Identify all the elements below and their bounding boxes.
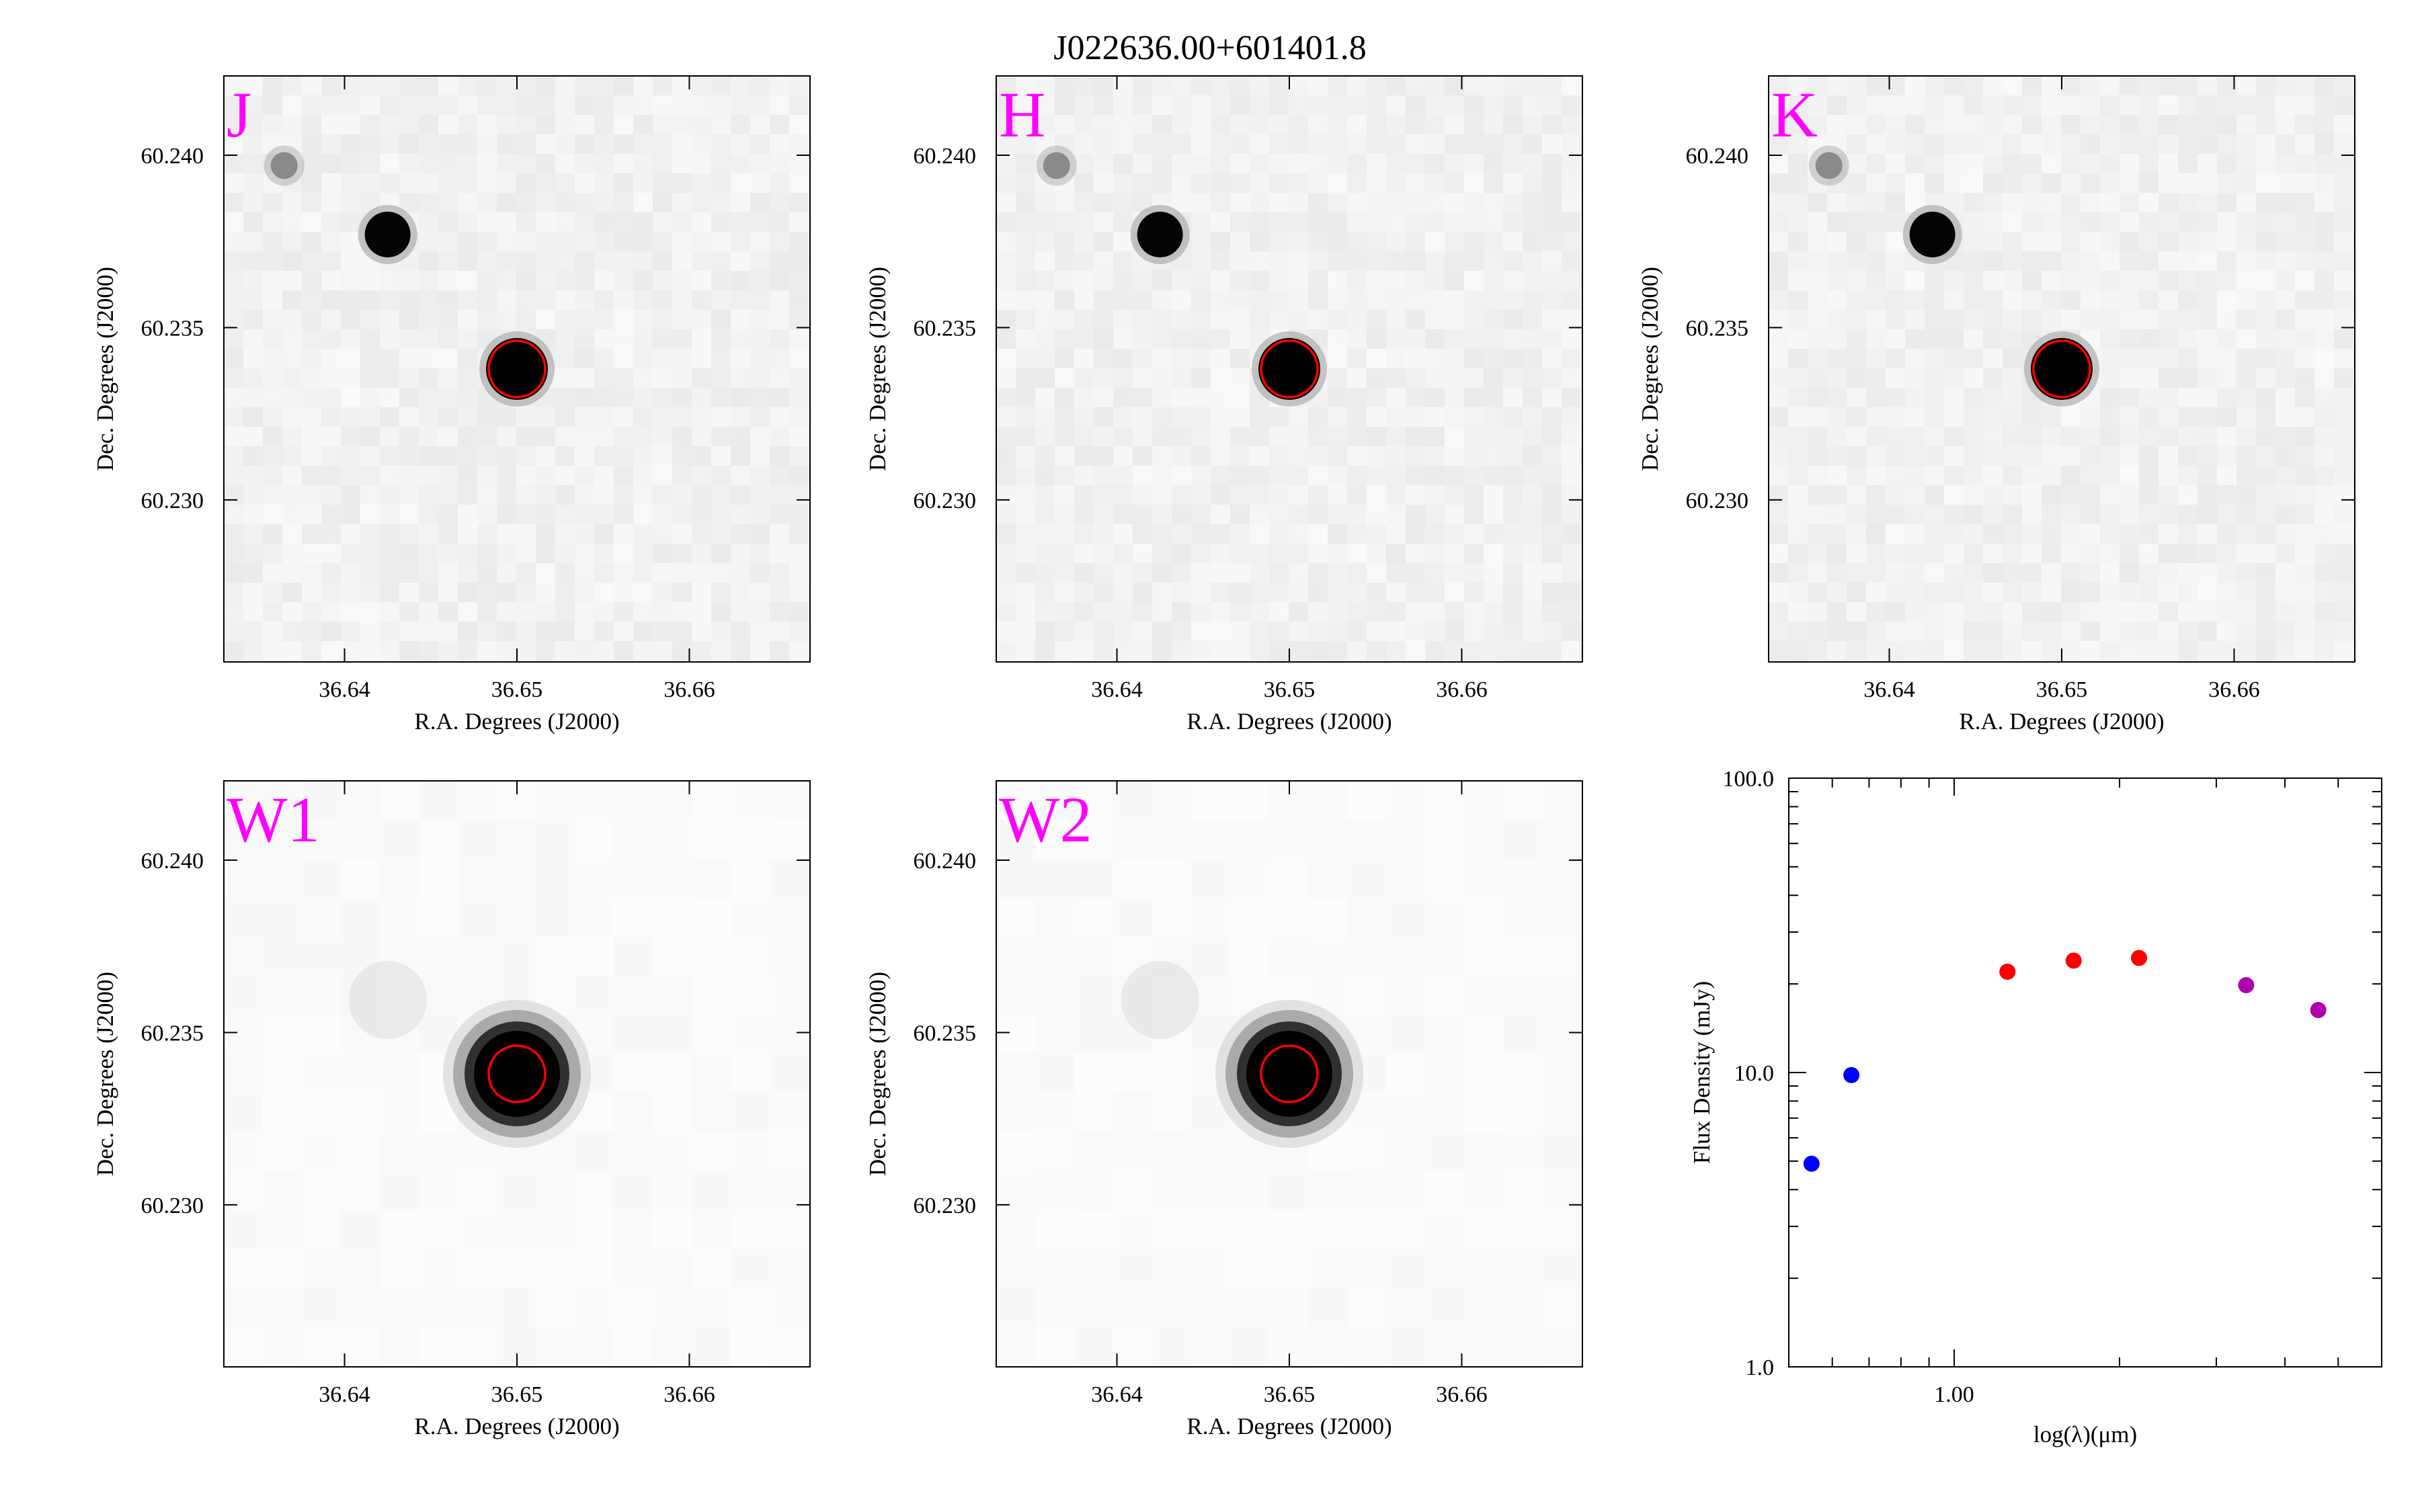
image-panel-w1: 36.64 36.65 36.66 60.240 60.235 60.230 R.A. De… [92, 780, 811, 1439]
sed-data-point [1803, 1155, 1820, 1172]
source-core [1246, 1031, 1332, 1117]
y-tick-label: 60.240 [141, 849, 204, 874]
sed-data-point [2131, 950, 2148, 966]
x-tick-label: 36.64 [319, 1382, 370, 1407]
source-core [474, 1031, 560, 1117]
target-marker [1260, 339, 1319, 398]
sed-data-point [2238, 977, 2255, 994]
target-marker [487, 339, 547, 398]
source-core [1043, 152, 1070, 179]
y-tick-label: 60.235 [914, 316, 977, 341]
sed-data-point [1843, 1066, 1860, 1083]
source-faint [1121, 960, 1199, 1039]
image-noise [1769, 76, 2355, 662]
y-tick-label: 60.235 [141, 316, 204, 341]
x-tick-label: 36.64 [1091, 677, 1143, 702]
source-core [1258, 338, 1320, 400]
x-tick-label: 36.66 [2208, 677, 2260, 702]
sed-data-point [1999, 964, 2016, 980]
y-tick-label: 60.230 [141, 489, 204, 513]
y-axis-label: Dec. Degrees (J2000) [92, 972, 118, 1176]
source-core [2031, 338, 2093, 400]
x-axis-label: R.A. Degrees (J2000) [1186, 1413, 1392, 1439]
x-tick-label: 36.64 [1863, 677, 1915, 702]
sed-frame [1788, 778, 2382, 1368]
image-noise [224, 76, 810, 662]
figure-title: J022636.00+601401.8 [1053, 29, 1367, 67]
image-panel-j: 36.64 36.65 36.66 60.240 60.235 60.230 R.A. De… [92, 75, 811, 734]
sed-plot: 1.0 10.0 100.0 1.00 log(λ)(μm) Flux Density (… [1689, 767, 2382, 1447]
x-tick-label: 36.66 [1436, 677, 1488, 702]
x-axis-label: R.A. Degrees (J2000) [1186, 708, 1392, 734]
x-tick-label: 36.66 [663, 677, 715, 702]
x-tick-label: 36.65 [1264, 1382, 1316, 1407]
y-tick-label: 60.235 [141, 1021, 204, 1046]
y-tick-label: 60.240 [914, 144, 977, 169]
sed-x-tick-label: 1.00 [1934, 1382, 1974, 1407]
source-core [364, 211, 411, 257]
y-axis-label: Dec. Degrees (J2000) [864, 267, 891, 471]
image-panel-k: 36.64 36.65 36.66 60.240 60.235 60.230 R.A. De… [1637, 75, 2355, 734]
y-tick-label: 60.240 [914, 849, 977, 874]
image-sources [264, 145, 555, 407]
y-tick-label: 60.235 [1686, 316, 1749, 341]
image-sources [348, 960, 591, 1148]
source-core [486, 338, 548, 400]
sed-x-axis-label: log(λ)(μm) [2033, 1421, 2137, 1447]
sed-y-axis-label: Flux Density (mJy) [1689, 981, 1715, 1164]
sed-data-point [2065, 952, 2082, 969]
x-tick-label: 36.64 [1091, 1382, 1143, 1407]
y-tick-label: 60.230 [914, 489, 977, 513]
y-tick-label: 60.230 [1686, 489, 1749, 513]
sed-data-point [2310, 1002, 2327, 1019]
target-marker [2032, 339, 2091, 398]
band-label: H [999, 79, 1045, 151]
sed-y-tick-label: 100.0 [1723, 767, 1775, 792]
source-core [270, 152, 298, 179]
x-axis-label: R.A. Degrees (J2000) [414, 1413, 619, 1439]
y-tick-label: 60.230 [141, 1193, 204, 1218]
image-sources [1808, 145, 2099, 407]
target-marker [487, 1044, 547, 1103]
y-tick-label: 60.240 [141, 144, 204, 169]
x-tick-label: 36.65 [491, 677, 543, 702]
x-axis-label: R.A. Degrees (J2000) [1959, 708, 2164, 734]
image-panel-h: 36.64 36.65 36.66 60.240 60.235 60.230 R.A. De… [864, 75, 1583, 734]
band-label: K [1771, 79, 1818, 151]
x-tick-label: 36.66 [663, 1382, 715, 1407]
y-tick-label: 60.240 [1686, 144, 1749, 169]
source-core [1909, 211, 1955, 257]
x-axis-label: R.A. Degrees (J2000) [414, 708, 619, 734]
y-axis-label: Dec. Degrees (J2000) [864, 972, 891, 1176]
x-tick-label: 36.66 [1436, 1382, 1488, 1407]
x-tick-label: 36.64 [319, 677, 370, 702]
source-core [1137, 211, 1183, 257]
y-tick-label: 60.230 [914, 1193, 977, 1218]
x-tick-label: 36.65 [1264, 677, 1316, 702]
target-marker [1260, 1044, 1319, 1103]
image-panel-w2: 36.64 36.65 36.66 60.240 60.235 60.230 R.A. De… [864, 780, 1583, 1439]
image-sources [1121, 960, 1363, 1148]
image-sources [1036, 145, 1327, 407]
x-tick-label: 36.65 [2036, 677, 2088, 702]
sed-y-tick-label: 1.0 [1746, 1355, 1775, 1380]
sed-y-tick-label: 10.0 [1734, 1061, 1775, 1086]
band-label: W2 [999, 784, 1092, 855]
y-axis-label: Dec. Degrees (J2000) [1637, 267, 1663, 471]
band-label: J [227, 79, 251, 151]
y-axis-label: Dec. Degrees (J2000) [92, 267, 118, 471]
source-core [1815, 152, 1843, 179]
x-tick-label: 36.65 [491, 1382, 543, 1407]
y-tick-label: 60.235 [914, 1021, 977, 1046]
source-faint [348, 960, 427, 1039]
band-label: W1 [227, 784, 320, 855]
